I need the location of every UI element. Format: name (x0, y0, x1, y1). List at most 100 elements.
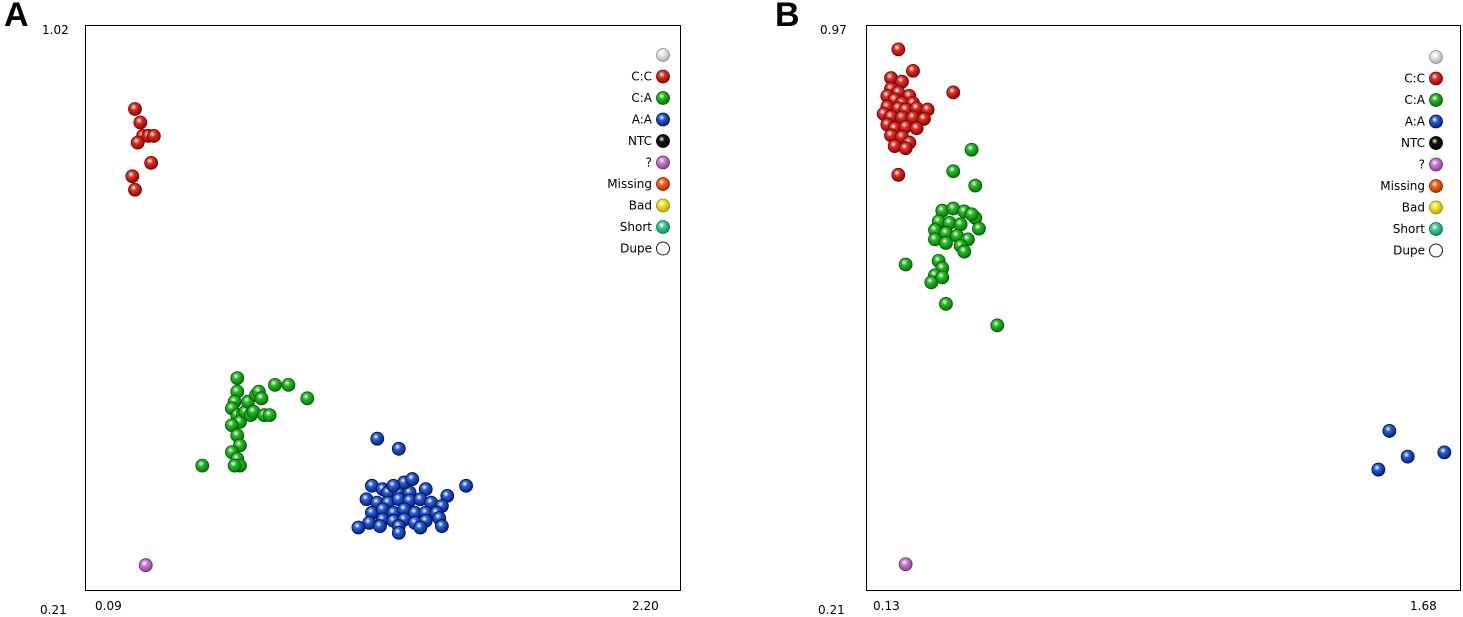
panel-a-point-c-a-26 (227, 458, 242, 473)
panel-b-point-c-a-9 (953, 217, 968, 232)
panel-b-point-c-c-0 (891, 42, 906, 57)
panel-a-point-c-a-21 (268, 377, 282, 392)
panel-b-legend-label-dupe: Dupe (1393, 244, 1425, 258)
panel-b-legend-marker-c-c (1429, 71, 1443, 86)
panel-a-legend-label-c-c: C:C (631, 70, 652, 84)
panel-b-y-min-label: 0.21 (818, 603, 845, 617)
panel-b-point-c-c-31 (891, 167, 906, 182)
panel-b-legend-label-ntc: NTC (1401, 136, 1425, 150)
panel-b-x-max-label: 1.68 (1410, 599, 1437, 613)
panel-a-point-c-a-22 (281, 377, 296, 392)
panel-b-legend-label-missing: Missing (1380, 179, 1425, 193)
panel-b-plot-frame (866, 25, 1461, 591)
panel-b-point-c-a-19 (957, 244, 972, 259)
panel-a-legend-label-a-a: A:A (632, 113, 653, 127)
panel-b-point-c-c-21 (917, 112, 931, 126)
panel-a-legend-marker-missing (656, 177, 670, 191)
panel-a-legend-label-missing: Missing (607, 177, 652, 191)
panel-a-point-a-a-0 (370, 431, 385, 446)
panel-b-point-c-a-2 (968, 178, 983, 193)
panel-a-legend-label-short: Short (620, 220, 652, 234)
panel-a-legend-label-dupe: Dupe (620, 242, 652, 256)
panel-b-point-unknown-0 (898, 557, 913, 572)
panel-b-legend-marker-a-a (1429, 114, 1443, 129)
panel-b-point-c-c-30 (898, 141, 913, 156)
panel-b-point-a-a-0 (1382, 423, 1397, 438)
panel-b-legend-label-short: Short (1393, 222, 1425, 236)
panel-a-x-min-label: 0.09 (95, 599, 122, 613)
panel-a-point-a-a-37 (391, 526, 406, 540)
panel-a-legend-label-ntc: NTC (628, 134, 652, 148)
panel-a-point-unknown-0 (138, 558, 153, 573)
panel-a-x-max-label: 2.20 (632, 599, 659, 613)
panel-a-legend-marker-a-a (656, 112, 670, 127)
panel-b-point-a-a-3 (1437, 445, 1452, 460)
panel-a-legend-marker-dupe (656, 241, 670, 256)
panel-b-point-c-a-26 (990, 318, 1005, 333)
panel-b-point-a-a-1 (1371, 462, 1386, 477)
panel-a-legend-marker-c-c (656, 69, 670, 84)
panel-a-point-c-c-0 (128, 102, 142, 116)
panel-b-point-c-a-10 (964, 207, 979, 222)
panel-a-point-a-a-32 (351, 520, 366, 535)
panel-a-legend-label-bad: Bad (629, 199, 652, 213)
panel-a-point-a-a-9 (459, 478, 474, 493)
panel-a-point-c-c-7 (125, 169, 140, 184)
panel-b-point-c-a-25 (939, 297, 953, 311)
panel-a-legend-marker-ntc (656, 134, 670, 148)
panel-a-point-c-c-8 (128, 182, 142, 197)
panel-a-point-c-c-6 (144, 155, 159, 170)
panel-a-point-c-a-18 (254, 391, 269, 406)
panel-b-point-c-c-2 (946, 85, 961, 100)
panel-a-point-a-a-40 (386, 478, 401, 493)
panel-a-point-c-c-1 (133, 115, 148, 130)
panel-a-point-c-c-3 (130, 135, 145, 150)
panel-a-legend-marker-unknown (656, 155, 670, 170)
panel-b-legend-marker-ntc (1429, 136, 1443, 150)
panel-a-point-a-a-1 (391, 441, 406, 456)
panel-a-letter: A (4, 0, 29, 34)
panel-b-legend-marker-short (1429, 222, 1443, 236)
panel-a-point-a-a-35 (413, 520, 428, 535)
panel-b-point-c-a-1 (946, 164, 961, 179)
panel-a-legend-marker-bad (656, 198, 670, 213)
panel-b-y-max-label: 0.97 (820, 23, 847, 37)
panel-b-point-c-c-1 (906, 63, 920, 78)
panel-a-legend-marker-short (656, 220, 670, 234)
panel-a-legend-marker-blank (656, 48, 670, 62)
panel-a-y-max-label: 1.02 (42, 23, 69, 37)
panel-b-legend-marker-bad (1429, 200, 1443, 215)
panel-a-point-c-a-0 (230, 371, 245, 386)
panel-b-legend-label-unknown: ? (1419, 158, 1425, 172)
panel-b-point-c-c-25 (909, 121, 924, 136)
panel-b-point-a-a-2 (1400, 449, 1415, 464)
panel-a-y-min-label: 0.21 (40, 603, 67, 617)
panel-b-legend-label-c-c: C:C (1404, 72, 1425, 86)
panel-b-point-c-a-11 (972, 221, 986, 236)
panel-b-legend-marker-blank (1429, 50, 1443, 64)
panel-b-legend-label-bad: Bad (1402, 201, 1425, 215)
panel-b-legend-label-a-a: A:A (1405, 115, 1426, 129)
panel-b-legend-marker-unknown (1429, 157, 1443, 172)
panel-a-point-c-c-5 (146, 129, 161, 143)
panel-a-legend-label-unknown: ? (646, 156, 652, 170)
panel-b-letter: B (775, 0, 800, 34)
panel-b-legend-marker-c-a (1429, 93, 1443, 107)
panel-a-point-c-a-20 (262, 408, 277, 423)
panel-a-point-a-a-33 (373, 519, 387, 534)
panel-b-legend-marker-dupe (1429, 243, 1443, 258)
panel-a-legend-label-c-a: C:A (631, 91, 652, 105)
panel-b-x-min-label: 0.13 (873, 599, 900, 613)
panel-b-legend-marker-missing (1429, 179, 1443, 193)
panel-a-legend-marker-c-a (656, 91, 670, 105)
panel-a-point-c-a-24 (195, 458, 210, 473)
panel-b-point-c-a-0 (964, 142, 979, 157)
panel-a-point-a-a-39 (405, 472, 420, 486)
panel-b-legend-label-c-a: C:A (1404, 93, 1425, 107)
panel-a-point-a-a-36 (434, 519, 449, 534)
panel-a-point-c-a-23 (300, 391, 315, 406)
panel-b-point-c-a-27 (935, 270, 950, 285)
panel-b-point-c-a-23 (898, 257, 913, 272)
panel-b-point-c-a-17 (939, 236, 953, 250)
